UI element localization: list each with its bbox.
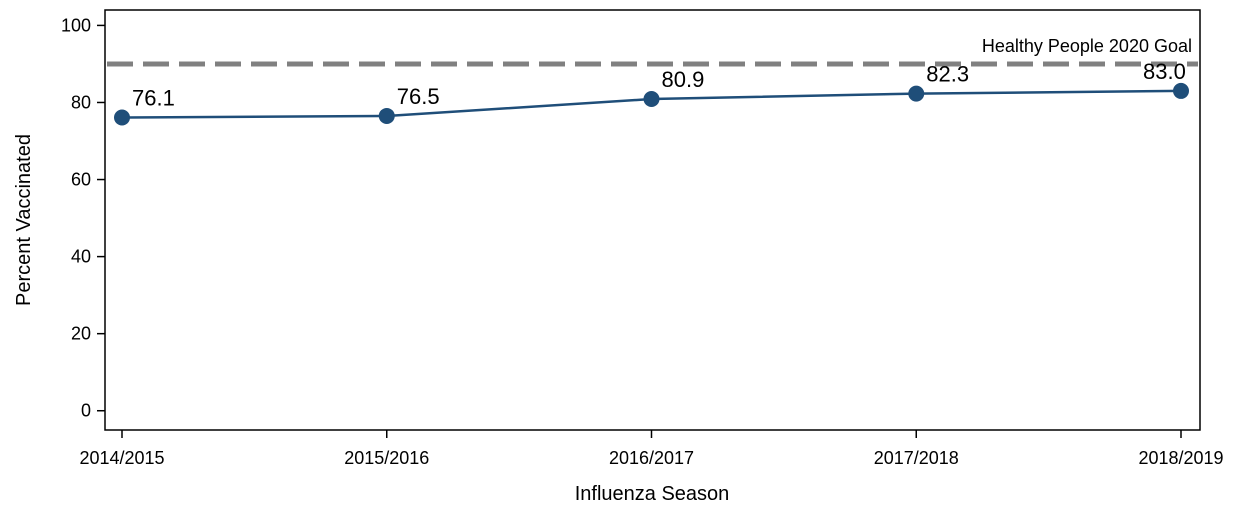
y-tick-label: 20: [71, 324, 91, 344]
series-group: 76.1 76.5 80.9 82.3 83.0: [114, 59, 1189, 126]
y-tick-label: 100: [61, 15, 91, 35]
x-tick-label: 2018/2019: [1138, 448, 1223, 468]
data-point: [114, 109, 130, 126]
y-tick-label: 0: [81, 401, 91, 421]
plot-area-frame: [104, 9, 1201, 431]
x-tick-label: 2015/2016: [344, 448, 429, 468]
y-tick-label: 40: [71, 247, 91, 267]
reference-line-group: Healthy People 2020 Goal: [107, 36, 1198, 67]
x-tick-label: 2016/2017: [609, 448, 694, 468]
x-axis-title: Influenza Season: [575, 483, 730, 505]
y-tick-label: 80: [71, 92, 91, 112]
data-label: 76.1: [132, 86, 175, 111]
x-tick-label: 2017/2018: [874, 448, 959, 468]
data-label: 80.9: [662, 67, 705, 92]
data-label: 76.5: [397, 84, 440, 109]
data-label: 82.3: [926, 62, 969, 87]
y-axis: 0 20 40 60 80 100: [61, 15, 105, 421]
data-point: [378, 107, 395, 124]
x-axis: 2014/2015 2015/2016 2016/2017 2017/2018 2018…: [79, 430, 1224, 468]
data-point: [908, 85, 925, 102]
x-tick-label: 2014/2015: [79, 448, 164, 468]
y-tick-label: 60: [71, 170, 91, 190]
goal-reference-label: Healthy People 2020 Goal: [982, 36, 1192, 56]
data-point: [643, 91, 660, 108]
y-axis-title: Percent Vaccinated: [13, 134, 35, 306]
data-point: [1173, 82, 1189, 99]
data-label: 83.0: [1143, 59, 1186, 84]
